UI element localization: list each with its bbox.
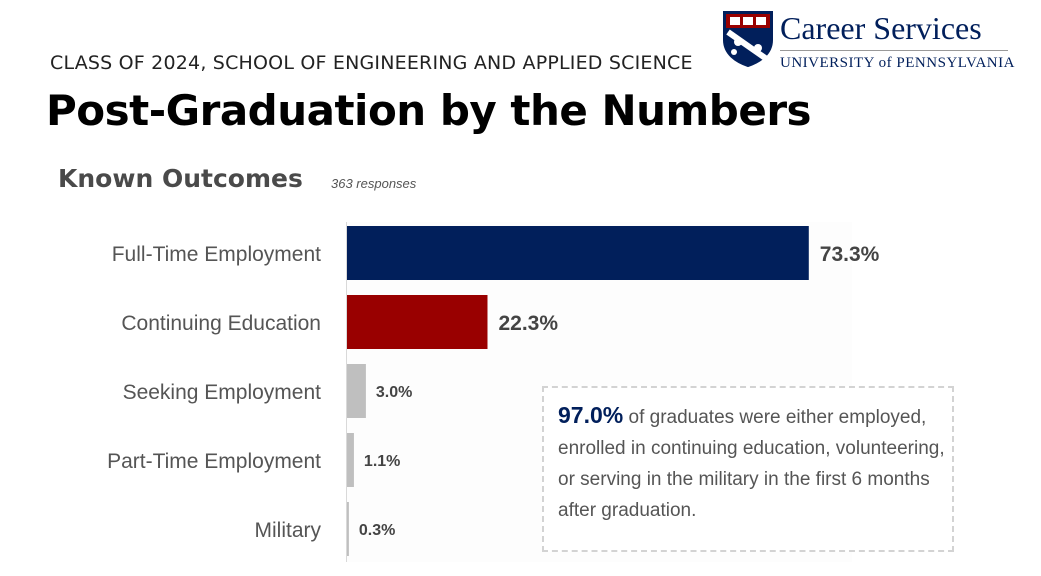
career-services-logo[interactable]: Career Services UNIVERSITY of PENNSYLVAN… <box>722 10 1022 74</box>
category-label-0: Full-Time Employment <box>112 243 321 266</box>
value-label-3: 1.1% <box>364 453 400 470</box>
page-title: Post-Graduation by the Numbers <box>46 86 812 135</box>
category-label-3: Part-Time Employment <box>107 450 321 473</box>
summary-callout: 97.0% of graduates were either employed,… <box>542 386 954 552</box>
value-label-0: 73.3% <box>820 243 880 266</box>
chart-axis-line <box>346 222 347 562</box>
response-count: 363 responses <box>331 176 417 191</box>
section-title: Known Outcomes <box>58 164 303 193</box>
category-label-4: Military <box>255 519 322 542</box>
logo-name: Career Services <box>780 10 982 46</box>
bar-2 <box>347 364 366 418</box>
value-label-1: 22.3% <box>498 312 558 335</box>
value-label-4: 0.3% <box>359 522 395 539</box>
logo-rule <box>780 50 1008 51</box>
logo-university: UNIVERSITY of PENNSYLVANIA <box>780 55 1015 71</box>
penn-shield-icon <box>723 11 773 68</box>
category-label-2: Seeking Employment <box>123 381 322 404</box>
bar-3 <box>347 433 354 487</box>
value-label-2: 3.0% <box>376 384 412 401</box>
callout-text: 97.0% of graduates were either employed,… <box>558 400 948 526</box>
callout-highlight: 97.0% <box>558 402 624 428</box>
bar-4 <box>347 502 349 556</box>
callout-body: of graduates were either employed, enrol… <box>558 407 945 521</box>
subtitle: CLASS OF 2024, SCHOOL OF ENGINEERING AND… <box>50 52 693 74</box>
category-label-1: Continuing Education <box>121 312 321 335</box>
bar-0 <box>347 226 809 280</box>
bar-1 <box>347 295 488 349</box>
